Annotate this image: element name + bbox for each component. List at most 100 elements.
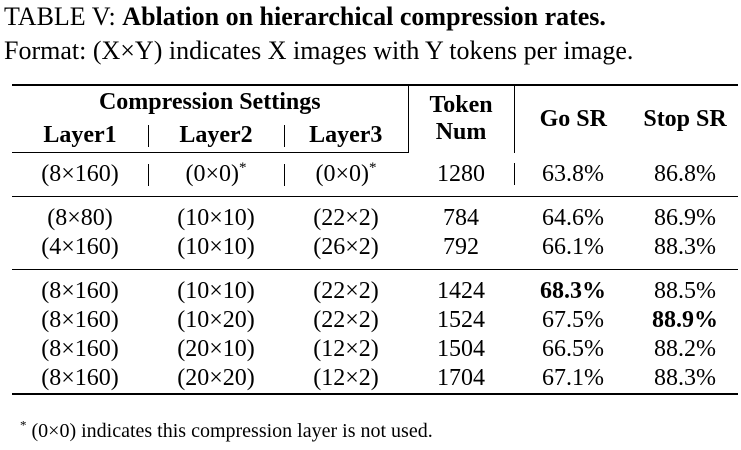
header-row: Compression Settings Token Num Go SR Sto…: [12, 84, 739, 153]
table-cell: 784: [408, 197, 514, 234]
group-header: Compression Settings: [12, 84, 409, 119]
cell-text: 792: [443, 234, 480, 260]
footnote: * (0×0) indicates this compression layer…: [20, 417, 433, 443]
header-row: Layer1 Layer2 Layer3: [12, 119, 738, 153]
table-cell: 66.1%: [514, 233, 633, 270]
table-cell: (8×160): [12, 335, 148, 364]
table-row: (8×160) (20×10) (12×2) 1504 66.5% 88.2%: [12, 335, 738, 364]
cell-text: 86.8%: [654, 160, 717, 187]
table-cell: (20×20): [148, 364, 284, 395]
cell-text: (10×10): [177, 205, 255, 231]
table-cell: (22×2): [284, 306, 408, 335]
table-cell: (22×2): [284, 197, 408, 234]
cell-text: (12×2): [313, 336, 379, 362]
cell-text: (8×160): [41, 336, 119, 362]
table-cell: 68.3%: [514, 270, 632, 307]
table-cell: (8×160): [12, 306, 148, 335]
cell-text: 67.5%: [542, 307, 605, 333]
table-cell: 64.6%: [514, 197, 632, 234]
footnote-text: (0×0) indicates this compression layer i…: [31, 420, 433, 442]
caption-label: TABLE V:: [4, 2, 116, 31]
cell-text: 88.2%: [654, 336, 717, 362]
cell-text: (22×2): [313, 307, 379, 333]
table-cell: (4×160): [12, 233, 148, 270]
table-head: Compression Settings Token Num Go SR Sto…: [12, 84, 739, 153]
table-cell: (8×160): [12, 364, 148, 395]
caption-title: Ablation on hierarchical compression rat…: [122, 2, 606, 31]
table-cell: 86.8%: [632, 152, 739, 197]
column-header: Layer3: [284, 119, 409, 153]
cell-text: 1280: [437, 160, 486, 187]
table-cell: (26×2): [284, 233, 409, 270]
column-header: Token Num: [407, 84, 515, 153]
table-cell: 63.8%: [514, 152, 633, 197]
cell-text: 86.9%: [654, 205, 717, 231]
table-cell: (0×0)*: [284, 152, 409, 197]
cell-text: 1504: [437, 336, 486, 362]
table-cell: 88.2%: [632, 335, 738, 364]
table-row: (8×160) (20×20) (12×2) 1704 67.1% 88.3%: [12, 364, 739, 395]
cell-text: 64.6%: [542, 205, 605, 231]
cell-text: (8×160): [41, 278, 119, 304]
table-cell: 88.3%: [632, 233, 739, 270]
cell-text: (8×160): [41, 161, 119, 187]
table-cell: 1504: [408, 335, 514, 364]
cell-text: (22×2): [313, 205, 379, 231]
cell-text: (0×0): [185, 161, 240, 187]
cell-text: 1524: [437, 307, 486, 333]
caption-line: TABLE V: Ablation on hierarchical compre…: [4, 0, 633, 34]
table-cell: (12×2): [284, 364, 409, 395]
table-cell: (12×2): [284, 335, 408, 364]
table-cell: 1280: [408, 152, 515, 197]
cell-text: (10×20): [177, 307, 255, 333]
table-cell: (0×0)*: [148, 152, 284, 197]
cell-text: 88.3%: [654, 365, 717, 391]
cell-text: (26×2): [313, 234, 379, 260]
column-header: Layer1: [12, 119, 148, 153]
footnote-mark: *: [20, 417, 27, 433]
cell-text: (4×160): [41, 234, 119, 260]
cell-text: 68.3%: [540, 278, 607, 304]
table-cell: 66.5%: [514, 335, 632, 364]
results-table: Compression Settings Token Num Go SR Sto…: [12, 84, 739, 395]
format-note: Format: (X×Y) indicates X images with Y …: [4, 36, 634, 65]
cell-text: (10×10): [177, 278, 255, 304]
table-row: (8×160) (0×0)* (0×0)* 1280 63.8% 86.8%: [12, 152, 739, 197]
cell-text: 66.5%: [542, 336, 605, 362]
table-row: (8×80) (10×10) (22×2) 784 64.6% 86.9%: [12, 197, 738, 234]
table-cell: (10×20): [148, 306, 284, 335]
table-cell: (20×10): [148, 335, 284, 364]
caption: TABLE V: Ablation on hierarchical compre…: [4, 0, 633, 68]
cell-text: (22×2): [313, 278, 379, 304]
cell-text: 1424: [437, 278, 486, 304]
note-mark: *: [239, 160, 247, 176]
table-cell: 86.9%: [632, 197, 738, 234]
table-body: (8×160) (0×0)* (0×0)* 1280 63.8% 86.8% (8×80)(…: [12, 152, 739, 395]
cell-text: 784: [443, 205, 480, 231]
cell-text: (8×160): [41, 365, 119, 391]
note-mark: *: [369, 160, 377, 176]
table-cell: (10×10): [148, 197, 284, 234]
table-cell: (8×160): [12, 152, 148, 197]
cell-text: (8×80): [47, 205, 113, 231]
table-cell: 1524: [408, 306, 514, 335]
table-row: (8×160) (10×20) (22×2) 1524 67.5% 88.9%: [12, 306, 738, 335]
cell-text: (0×0): [315, 161, 370, 187]
table-cell: 88.3%: [632, 364, 739, 395]
column-header: Go SR: [513, 84, 633, 153]
table-cell: 792: [408, 233, 515, 270]
cell-text: (20×10): [177, 336, 255, 362]
table-cell: 1424: [408, 270, 514, 307]
table-cell: (10×10): [148, 270, 284, 307]
table-cell: (10×10): [148, 233, 284, 270]
table-cell: (22×2): [284, 270, 408, 307]
table-cell: 88.5%: [632, 270, 738, 307]
cell-text: (10×10): [177, 234, 255, 260]
table-cell: 88.9%: [632, 306, 738, 335]
cell-text: 67.1%: [542, 365, 605, 391]
column-header: Layer2: [148, 119, 284, 153]
table-cell: 1704: [408, 364, 515, 395]
cell-text: 88.9%: [652, 307, 719, 333]
table-cell: 67.1%: [514, 364, 633, 395]
